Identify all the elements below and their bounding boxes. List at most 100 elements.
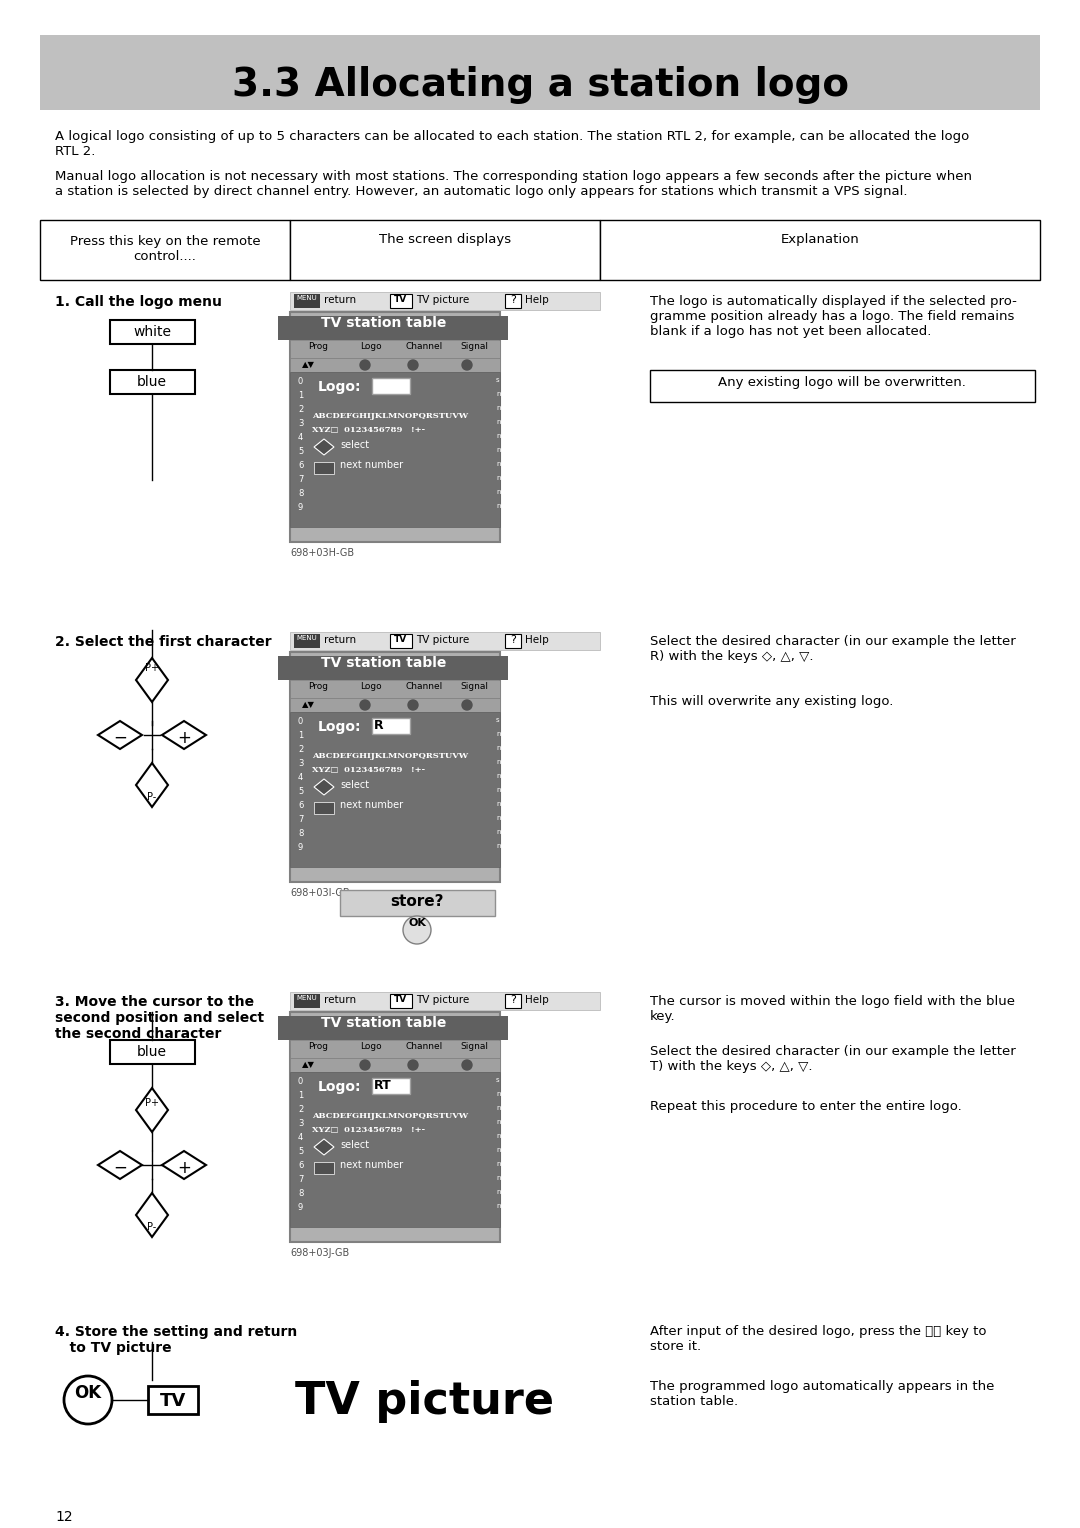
Text: blue: blue [137, 374, 167, 390]
Text: TV station table: TV station table [322, 1016, 447, 1030]
Circle shape [360, 1060, 370, 1070]
Text: TV picture: TV picture [416, 636, 469, 645]
Text: Repeat this procedure to enter the entire logo.: Repeat this procedure to enter the entir… [650, 1100, 962, 1112]
Text: ?: ? [510, 295, 516, 306]
Text: TV: TV [394, 636, 407, 643]
Text: return: return [324, 995, 356, 1005]
Text: ne: ne [496, 419, 504, 425]
Text: 698+03H-GB: 698+03H-GB [291, 549, 354, 558]
Text: Signal: Signal [460, 681, 488, 691]
Text: select: select [340, 779, 369, 790]
Text: 5: 5 [298, 787, 303, 796]
Text: Help: Help [525, 995, 549, 1005]
Text: ▲▼: ▲▼ [302, 1060, 315, 1070]
Polygon shape [98, 1151, 141, 1180]
Bar [40, 220, 291, 280]
Text: 698+03J-GB: 698+03J-GB [291, 1248, 349, 1258]
Text: ne: ne [496, 448, 504, 452]
Text: Press this key on the remote
control....: Press this key on the remote control.... [70, 235, 260, 263]
Bar [278, 1016, 508, 1041]
Circle shape [408, 361, 418, 370]
Polygon shape [162, 721, 206, 749]
Text: TV: TV [394, 995, 407, 1004]
Circle shape [403, 915, 431, 944]
Polygon shape [136, 1088, 168, 1132]
Text: ne: ne [496, 475, 504, 481]
Text: Signal: Signal [460, 342, 488, 351]
Text: ?: ? [510, 995, 516, 1005]
Text: next number: next number [340, 1160, 403, 1170]
Text: ne: ne [496, 801, 504, 807]
Bar [291, 371, 500, 527]
Text: ne: ne [496, 1161, 504, 1167]
Text: Help: Help [525, 295, 549, 306]
Text: MENU: MENU [297, 636, 318, 642]
Bar [291, 698, 500, 712]
Text: s: s [496, 717, 500, 723]
Text: Explanation: Explanation [781, 234, 860, 246]
Polygon shape [314, 779, 334, 795]
Text: 1: 1 [298, 391, 303, 400]
Text: Signal: Signal [460, 1042, 488, 1051]
Text: ▲▼: ▲▼ [302, 361, 315, 368]
Text: P+: P+ [145, 1099, 159, 1108]
Circle shape [408, 700, 418, 711]
Text: Channel: Channel [405, 681, 442, 691]
Text: ne: ne [496, 814, 504, 821]
Polygon shape [98, 721, 141, 749]
Text: R: R [374, 720, 383, 732]
Text: Prog: Prog [308, 1042, 328, 1051]
Text: return: return [324, 636, 356, 645]
Text: MENU: MENU [297, 995, 318, 1001]
Text: Logo:: Logo: [318, 720, 362, 733]
Text: ABCDEFGHIJKLMNOPQRSTUVW: ABCDEFGHIJKLMNOPQRSTUVW [312, 1112, 468, 1120]
Text: 9: 9 [298, 503, 303, 512]
Text: After input of the desired logo, press the ⓞⓞ key to
store it.: After input of the desired logo, press t… [650, 1325, 986, 1352]
Text: RT: RT [374, 1079, 392, 1093]
Text: ne: ne [496, 1175, 504, 1181]
Bar [110, 370, 195, 394]
Text: ne: ne [496, 461, 504, 468]
Bar [291, 292, 600, 310]
Text: 0: 0 [298, 377, 303, 387]
Text: TV: TV [394, 295, 407, 304]
Bar [294, 634, 320, 648]
Bar [148, 1386, 198, 1413]
Bar [340, 889, 495, 915]
Text: 1: 1 [298, 730, 303, 740]
Text: 2: 2 [298, 746, 303, 753]
Text: 6: 6 [298, 461, 303, 471]
Text: select: select [340, 1140, 369, 1151]
Text: P-: P- [147, 1222, 157, 1232]
Text: 8: 8 [298, 830, 303, 837]
Text: white: white [133, 325, 171, 339]
Text: ne: ne [496, 1189, 504, 1195]
Text: ne: ne [496, 1148, 504, 1154]
Text: next number: next number [340, 460, 403, 471]
Text: Logo:: Logo: [318, 380, 362, 394]
Text: select: select [340, 440, 369, 451]
Bar [278, 656, 508, 680]
Text: ABCDEFGHIJKLMNOPQRSTUVW: ABCDEFGHIJKLMNOPQRSTUVW [312, 413, 468, 420]
Text: 2: 2 [298, 1105, 303, 1114]
Text: 6: 6 [298, 801, 303, 810]
Text: return: return [324, 295, 356, 306]
Text: 5: 5 [298, 1148, 303, 1157]
Text: The cursor is moved within the logo field with the blue
key.: The cursor is moved within the logo fiel… [650, 995, 1015, 1024]
Text: +: + [177, 1160, 191, 1177]
Bar [291, 312, 500, 542]
Polygon shape [136, 1193, 168, 1238]
Text: ne: ne [496, 1203, 504, 1209]
Text: Any existing logo will be overwritten.: Any existing logo will be overwritten. [718, 376, 966, 390]
Text: blue: blue [137, 1045, 167, 1059]
Text: 1. Call the logo menu: 1. Call the logo menu [55, 295, 221, 309]
Text: 4: 4 [298, 1132, 303, 1141]
Bar [291, 1073, 500, 1227]
Text: A logical logo consisting of up to 5 characters can be allocated to each station: A logical logo consisting of up to 5 cha… [55, 130, 969, 157]
Polygon shape [136, 762, 168, 807]
Text: ne: ne [496, 432, 504, 439]
Text: 3: 3 [298, 419, 303, 428]
Text: Help: Help [525, 636, 549, 645]
Text: 3: 3 [298, 759, 303, 769]
Text: Logo: Logo [360, 681, 381, 691]
